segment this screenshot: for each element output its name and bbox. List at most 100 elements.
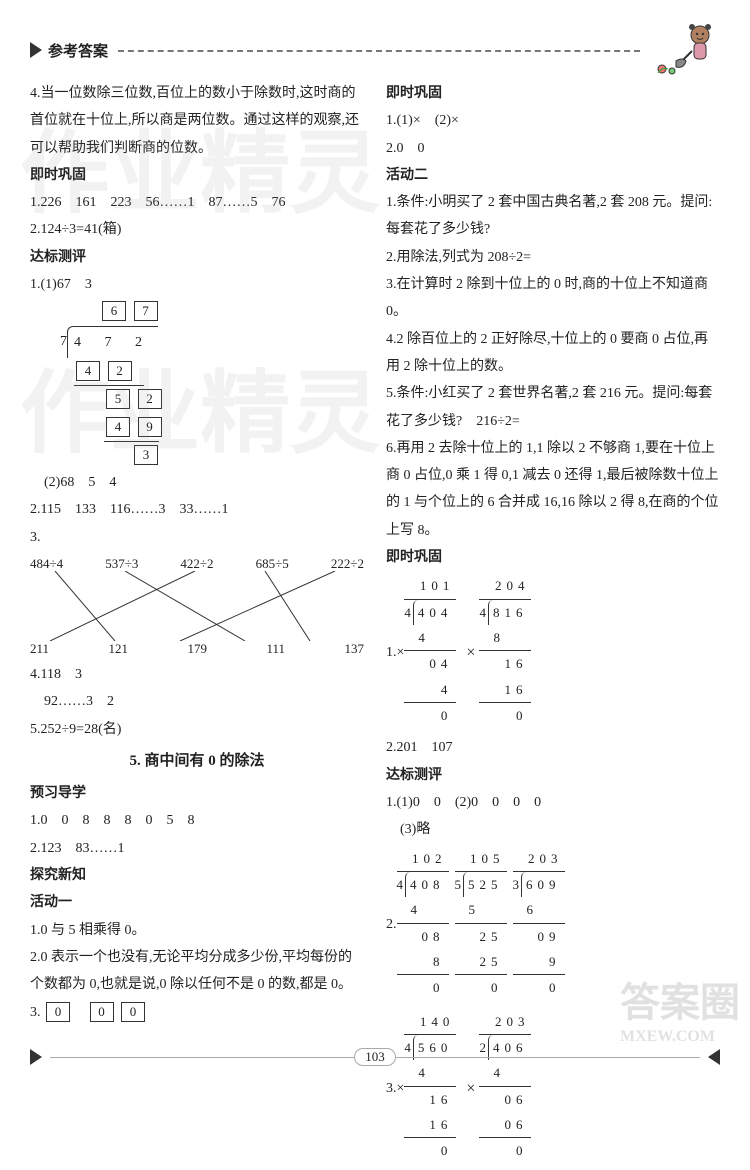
long-division: 6 7 7 4 7 2 4 2 5 2 4 9 [60, 298, 364, 469]
work: 06 [479, 1086, 531, 1112]
line: 2.124÷3=41(箱) [30, 216, 364, 243]
step-box: 3 [134, 445, 158, 465]
line: 2.用除法,列式为 208÷2= [386, 244, 720, 271]
quotient: 203 [479, 1009, 531, 1035]
section-title: 即时巩固 [386, 80, 720, 107]
step-box: 5 [106, 389, 130, 409]
footer-arrow-left-icon [30, 1049, 42, 1065]
work: 0 [404, 1137, 456, 1163]
line: 1.(1)× (2)× [386, 107, 720, 134]
section-title: 探究新知 [30, 862, 364, 889]
work: 16 [479, 677, 531, 702]
match-item: 111 [266, 636, 285, 661]
matching-exercise: 484÷4 537÷3 422÷2 685÷5 222÷2 211 121 1 [30, 551, 364, 661]
line: 1.(1)67 3 [30, 271, 364, 298]
content-columns: 4.当一位数除三位数,百位上的数小于除数时,这时商的首位就在十位上,所以商是两位… [30, 80, 720, 1170]
label: 1.× [386, 639, 404, 666]
step-box: 2 [138, 389, 162, 409]
long-division: 140 4560 4 16 16 0 [404, 1009, 456, 1164]
work: 0 [479, 1137, 531, 1163]
page: 作业精灵 作业精灵 答案圈 MXEW.COM 参考答案 4 [0, 0, 750, 1076]
long-division: 102 4408 4 08 8 0 [397, 846, 449, 1001]
footer: 103 [0, 1048, 750, 1066]
label: 3. [30, 1005, 41, 1020]
dividend: 609 [521, 872, 565, 897]
section-title: 活动二 [386, 162, 720, 189]
line: (2)68 5 4 [44, 469, 364, 496]
line: 1.0 0 8 8 8 0 5 8 [30, 807, 364, 834]
work: 0 [404, 702, 456, 728]
section-title: 达标测评 [386, 762, 720, 789]
work: 4 [404, 625, 456, 650]
quotient: 140 [404, 1009, 456, 1035]
work: 06 [479, 1112, 531, 1137]
long-division: 203 2406 4 06 06 0 [479, 1009, 531, 1164]
line: 2.123 83……1 [30, 835, 364, 862]
match-item: 121 [109, 636, 129, 661]
quotient: 204 [479, 573, 531, 599]
work: 8 [479, 625, 531, 650]
dividend: 408 [405, 872, 449, 897]
wm-text: 答案圈 [620, 970, 740, 1028]
label: 3.× [386, 1075, 404, 1102]
quotient: 101 [404, 573, 456, 599]
work: 0 [455, 974, 507, 1000]
line: 1.0 与 5 相乘得 0。 [30, 917, 364, 944]
divisor: 4 [404, 600, 413, 625]
work: 6 [513, 897, 565, 922]
dividend: 4 7 2 [67, 326, 158, 358]
divisor: 7 [60, 328, 67, 355]
work: 16 [479, 650, 531, 676]
match-item: 137 [344, 636, 364, 661]
step-box: 9 [138, 417, 162, 437]
divisor: 4 [397, 872, 406, 897]
header: 参考答案 [30, 20, 720, 80]
work: 25 [455, 949, 507, 974]
dividend: 525 [463, 872, 507, 897]
line: 1.条件:小明买了 2 套中国古典名著,2 套 208 元。提问:每套花了多少钱… [386, 189, 720, 244]
divisor: 4 [479, 600, 488, 625]
quotient-box: 7 [134, 301, 158, 321]
line: 5.条件:小红买了 2 套世界名著,2 套 216 元。提问:每套花了多少钱? … [386, 380, 720, 435]
wm-text: MXEW.COM [620, 1028, 740, 1046]
match-bottom-row: 211 121 179 111 137 [30, 636, 364, 661]
line: (3)略 [386, 816, 720, 843]
step-box: 4 [76, 361, 100, 381]
work: 08 [397, 923, 449, 949]
divisor: 3 [513, 872, 522, 897]
work: 0 [513, 974, 565, 1000]
long-division: 204 4816 8 16 16 0 [479, 573, 531, 728]
line: 2.0 0 [386, 135, 720, 162]
section-heading: 5. 商中间有 0 的除法 [30, 747, 364, 776]
cross-mark: × [466, 1073, 475, 1104]
quotient: 203 [513, 846, 565, 872]
section-title: 活动一 [30, 889, 364, 916]
line: 2.115 133 116……3 33……1 [30, 496, 364, 523]
line: 92……3 2 [30, 688, 364, 715]
quotient: 102 [397, 846, 449, 872]
quotient: 105 [455, 846, 507, 872]
page-number: 103 [354, 1048, 396, 1066]
header-dash-line [118, 49, 640, 52]
answer-box: 0 [46, 1002, 70, 1022]
left-column: 4.当一位数除三位数,百位上的数小于除数时,这时商的首位就在十位上,所以商是两位… [30, 80, 364, 1170]
divisor: 5 [455, 872, 464, 897]
header-title: 参考答案 [48, 40, 108, 61]
work: 16 [404, 1086, 456, 1112]
answer-box: 0 [121, 1002, 145, 1022]
step-box: 4 [106, 417, 130, 437]
work: 16 [404, 1112, 456, 1137]
cross-mark: × [466, 637, 475, 668]
line: 3. 0 0 0 [30, 999, 364, 1026]
work: 5 [455, 897, 507, 922]
answer-box: 0 [90, 1002, 114, 1022]
dividend: 404 [413, 600, 457, 625]
match-lines [30, 571, 364, 641]
work: 4 [404, 677, 456, 702]
mascot-icon [650, 20, 720, 80]
line: 2.201 107 [386, 734, 720, 761]
line: 3.在计算时 2 除到十位上的 0 时,商的十位上不知道商 0。 [386, 271, 720, 326]
work: 09 [513, 923, 565, 949]
section-title: 即时巩固 [30, 162, 364, 189]
work: 0 [397, 974, 449, 1000]
